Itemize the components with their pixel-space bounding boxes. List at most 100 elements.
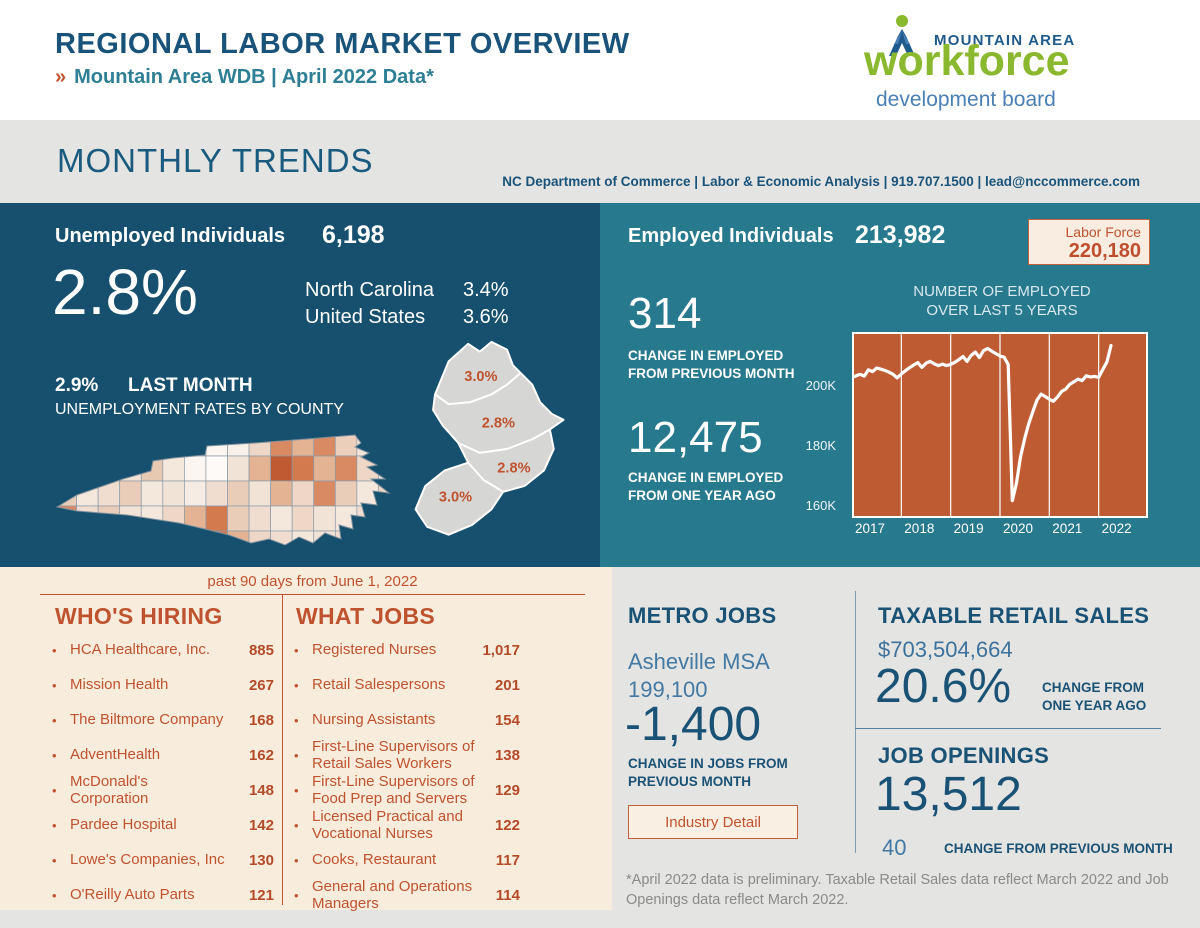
unemployed-label: Unemployed Individuals [55, 225, 286, 247]
vertical-divider [855, 591, 856, 853]
list-item: • First-Line Supervisors of Food Prep and… [294, 773, 520, 808]
y-axis-tick-label: 200K [805, 378, 836, 393]
logo-text-mountain-area: MOUNTAIN AREA [934, 32, 1076, 49]
list-item-count: 168 [248, 712, 274, 729]
list-item: • Pardee Hospital 142 [52, 808, 274, 843]
employment-chart-y-axis: 200K 180K 160K [796, 332, 844, 518]
list-item-name: Lowe's Companies, Inc [70, 851, 225, 869]
list-item-name: Nursing Assistants [312, 711, 436, 729]
subtitle-text: Mountain Area WDB | April 2022 Data* [74, 66, 434, 88]
bullet-icon: • [52, 678, 57, 693]
industry-detail-button[interactable]: Industry Detail [628, 805, 798, 839]
period-note: past 90 days from June 1, 2022 [207, 573, 418, 590]
list-item-name: O'Reilly Auto Parts [70, 886, 195, 904]
employment-chart-x-axis: 2017 2018 2019 2020 2021 2022 [852, 521, 1148, 539]
commerce-contact-line: NC Department of Commerce | Labor & Econ… [502, 174, 1140, 189]
list-item: • HCA Healthcare, Inc. 885 [52, 633, 274, 668]
list-item: • McDonald's Corporation 148 [52, 773, 274, 808]
county-shape-southwest [414, 461, 505, 536]
vertical-divider [282, 594, 283, 905]
employers-list: • HCA Healthcare, Inc. 885 • Mission Health 2… [52, 633, 274, 913]
region-county-map: 3.0% 2.8% 2.8% 3.0% [414, 340, 565, 536]
list-item: • Retail Salespersons 201 [294, 668, 520, 703]
list-item-count: 267 [248, 677, 274, 694]
employment-series-line [852, 343, 1113, 503]
list-item-count: 201 [494, 677, 520, 694]
last-month-rate: 2.9% [55, 375, 99, 396]
labor-force-box: Labor Force 220,180 [1028, 219, 1150, 265]
list-item: • Cooks, Restaurant 117 [294, 843, 520, 878]
employed-count: 213,982 [855, 221, 946, 249]
what-jobs-title: WHAT JOBS [296, 603, 435, 629]
person-mountain-icon [889, 15, 915, 56]
bullet-icon: • [294, 853, 299, 868]
page-title: REGIONAL LABOR MARKET OVERVIEW [55, 28, 630, 60]
list-item-count: 122 [494, 817, 520, 834]
logo-text-development-board: development board [876, 88, 1056, 111]
list-item: • The Biltmore Company 168 [52, 703, 274, 738]
bullet-icon: • [52, 713, 57, 728]
us-rate: 3.6% [463, 306, 509, 328]
bullet-icon: • [294, 678, 299, 693]
metro-jobs-title: METRO JOBS [628, 603, 777, 628]
nc-rate: 3.4% [463, 279, 509, 301]
list-item: • Licensed Practical and Vocational Nurse… [294, 808, 520, 843]
y-axis-tick-label: 180K [805, 438, 836, 453]
x-axis-tick-label: 2021 [1052, 521, 1083, 536]
county-rate-label: 3.0% [464, 369, 497, 385]
list-item-name: McDonald's Corporation [70, 772, 149, 807]
list-item-name: Cooks, Restaurant [312, 851, 437, 869]
bullet-icon: • [52, 818, 57, 833]
bullet-icon: • [294, 783, 299, 798]
monthly-trends-bar: MONTHLY TRENDS NC Department of Commerce… [0, 120, 1200, 203]
list-item-name: Registered Nurses [312, 641, 437, 659]
employed-mom-caption: CHANGE IN EMPLOYED FROM PREVIOUS MONTH [628, 348, 795, 381]
retail-sales-amount: $703,504,664 [878, 637, 1013, 662]
list-item: • Registered Nurses 1,017 [294, 633, 520, 668]
retail-sales-caption: CHANGE FROM ONE YEAR AGO [1042, 680, 1147, 713]
bullet-icon: • [294, 888, 299, 903]
county-cells [57, 435, 389, 545]
list-item-count: 114 [495, 887, 520, 904]
horizontal-divider [855, 728, 1161, 729]
bullet-icon: • [52, 783, 57, 798]
unemployment-rate: 2.8% [52, 256, 198, 328]
metro-jobs-change: -1,400 [625, 698, 762, 751]
list-item-name: Pardee Hospital [70, 816, 177, 834]
list-item-name: General and Operations Managers [312, 877, 473, 912]
section-title-monthly-trends: MONTHLY TRENDS [57, 142, 374, 179]
list-item-name: First-Line Supervisors of Retail Sales W… [312, 737, 475, 772]
list-item-name: Licensed Practical and Vocational Nurses [312, 807, 463, 842]
list-item: • Nursing Assistants 154 [294, 703, 520, 738]
unemployed-panel: Unemployed Individuals 6,198 2.8% North … [0, 203, 600, 567]
bullet-icon: • [52, 643, 57, 658]
employed-panel: Employed Individuals 213,982 Labor Force… [600, 203, 1200, 567]
list-item-name: Mission Health [70, 676, 169, 694]
retail-sales-title: TAXABLE RETAIL SALES [878, 603, 1150, 628]
metro-jobs-count: 199,100 [628, 677, 708, 702]
employed-mom-change: 314 [628, 289, 702, 338]
employment-line-chart [852, 332, 1148, 518]
job-openings-title: JOB OPENINGS [878, 743, 1050, 768]
list-item-count: 885 [248, 642, 274, 659]
logo-text-workforce: workforce [864, 37, 1070, 85]
x-axis-tick-label: 2018 [904, 521, 935, 536]
list-item-name: First-Line Supervisors of Food Prep and … [312, 772, 475, 807]
job-openings-change: 40 [882, 835, 907, 860]
metro-jobs-panel: METRO JOBS Asheville MSA 199,100 -1,400 … [612, 567, 1200, 910]
unemployed-count: 6,198 [322, 221, 385, 249]
whos-hiring-title: WHO'S HIRING [55, 603, 223, 629]
list-item-count: 148 [248, 782, 274, 799]
header: REGIONAL LABOR MARKET OVERVIEW » Mountain… [0, 0, 1200, 120]
list-item: • Mission Health 267 [52, 668, 274, 703]
nc-label: North Carolina [305, 279, 434, 301]
last-month-label: LAST MONTH [128, 375, 253, 396]
list-item-count: 129 [494, 782, 520, 799]
labor-force-label: Labor Force [1065, 224, 1141, 240]
employed-yoy-change: 12,475 [628, 413, 763, 462]
list-item-name: The Biltmore Company [70, 711, 224, 729]
job-openings-caption: CHANGE FROM PREVIOUS MONTH [944, 841, 1173, 856]
list-item: • First-Line Supervisors of Retail Sales … [294, 738, 520, 773]
list-item-count: 130 [248, 852, 274, 869]
us-label: United States [305, 306, 426, 328]
